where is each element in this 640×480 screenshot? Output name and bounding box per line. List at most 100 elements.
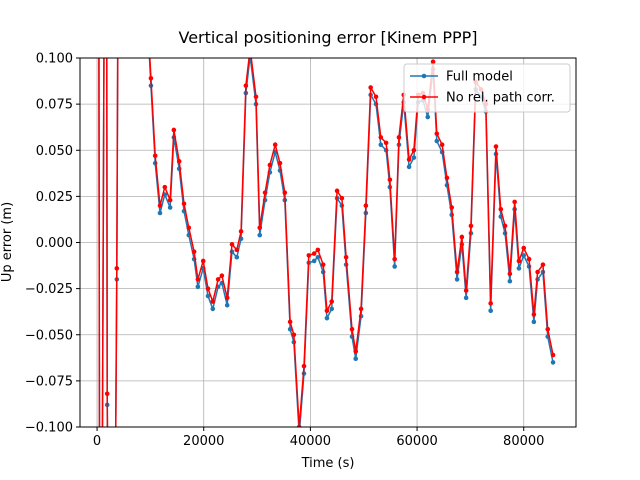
point xyxy=(550,360,556,365)
point xyxy=(545,326,551,332)
point xyxy=(205,293,211,299)
chart-title: Vertical positioning error [Kinem PPP] xyxy=(178,28,477,47)
point xyxy=(181,201,187,207)
y-tick-label: −0.050 xyxy=(25,328,73,343)
point xyxy=(383,140,389,146)
point xyxy=(262,190,268,195)
point xyxy=(406,157,412,162)
point xyxy=(406,164,412,170)
point xyxy=(301,363,307,369)
point xyxy=(205,286,211,291)
point xyxy=(195,277,201,282)
point xyxy=(200,258,206,264)
point xyxy=(459,234,465,240)
point xyxy=(368,85,373,90)
point xyxy=(488,301,493,306)
point xyxy=(507,271,513,277)
x-tick-label: 60000 xyxy=(396,434,437,449)
point xyxy=(531,312,537,317)
point xyxy=(287,319,293,325)
y-tick-label: 0.025 xyxy=(36,190,73,205)
point xyxy=(535,269,540,275)
point xyxy=(498,206,504,212)
point xyxy=(162,184,168,190)
y-tick-label: 0.050 xyxy=(36,144,73,159)
point xyxy=(171,127,177,133)
point xyxy=(311,258,317,264)
point xyxy=(229,242,235,247)
legend-marker xyxy=(421,94,427,100)
point xyxy=(104,391,110,397)
point xyxy=(224,302,230,308)
point xyxy=(516,266,522,271)
point xyxy=(257,232,263,238)
point xyxy=(339,195,345,201)
point xyxy=(277,160,283,166)
point xyxy=(334,188,340,194)
point xyxy=(167,197,173,203)
point xyxy=(493,144,499,149)
point xyxy=(324,308,330,314)
point xyxy=(257,225,263,231)
point xyxy=(454,269,460,275)
point xyxy=(363,203,369,208)
point xyxy=(540,262,546,267)
point xyxy=(358,306,364,312)
point xyxy=(454,277,460,282)
point xyxy=(516,258,522,264)
point xyxy=(425,114,431,120)
point xyxy=(329,306,335,312)
point xyxy=(219,273,225,279)
point xyxy=(449,205,455,210)
point xyxy=(343,254,349,260)
x-tick-label: 0 xyxy=(93,434,101,449)
point xyxy=(373,94,379,100)
y-tick-label: 0.075 xyxy=(36,98,73,113)
x-tick-label: 40000 xyxy=(290,434,331,449)
point xyxy=(157,203,163,208)
point xyxy=(468,223,474,229)
point xyxy=(531,319,537,325)
point xyxy=(507,278,513,284)
point xyxy=(234,254,240,260)
point xyxy=(430,59,436,64)
point xyxy=(329,299,335,304)
point xyxy=(291,332,297,338)
point xyxy=(210,299,216,304)
point xyxy=(215,277,221,282)
point xyxy=(253,94,259,100)
y-tick-label: −0.100 xyxy=(25,421,73,436)
point xyxy=(176,159,182,164)
point xyxy=(378,135,384,140)
y-tick-label: −0.075 xyxy=(25,374,73,389)
legend: Full model No rel. path corr. xyxy=(403,63,571,113)
legend-label: Full model xyxy=(446,70,513,85)
point xyxy=(267,162,273,168)
point xyxy=(272,142,278,148)
point xyxy=(521,253,527,258)
point xyxy=(210,306,216,312)
point xyxy=(315,247,321,253)
point xyxy=(488,308,493,314)
x-tick-label: 20000 xyxy=(183,434,224,449)
point xyxy=(191,249,197,255)
x-tick-label: 80000 xyxy=(503,434,544,449)
point xyxy=(434,138,440,144)
point xyxy=(306,253,312,258)
point xyxy=(411,147,417,153)
point xyxy=(463,288,469,293)
point xyxy=(311,251,317,256)
point xyxy=(324,315,330,321)
point xyxy=(320,262,326,267)
point xyxy=(353,349,359,354)
y-tick-label: 0.000 xyxy=(36,236,73,251)
point xyxy=(411,155,417,160)
point xyxy=(463,295,469,301)
point xyxy=(378,142,384,148)
point xyxy=(238,229,244,234)
point xyxy=(434,131,440,136)
point xyxy=(387,177,393,183)
point xyxy=(243,83,249,88)
legend-box xyxy=(403,63,571,113)
